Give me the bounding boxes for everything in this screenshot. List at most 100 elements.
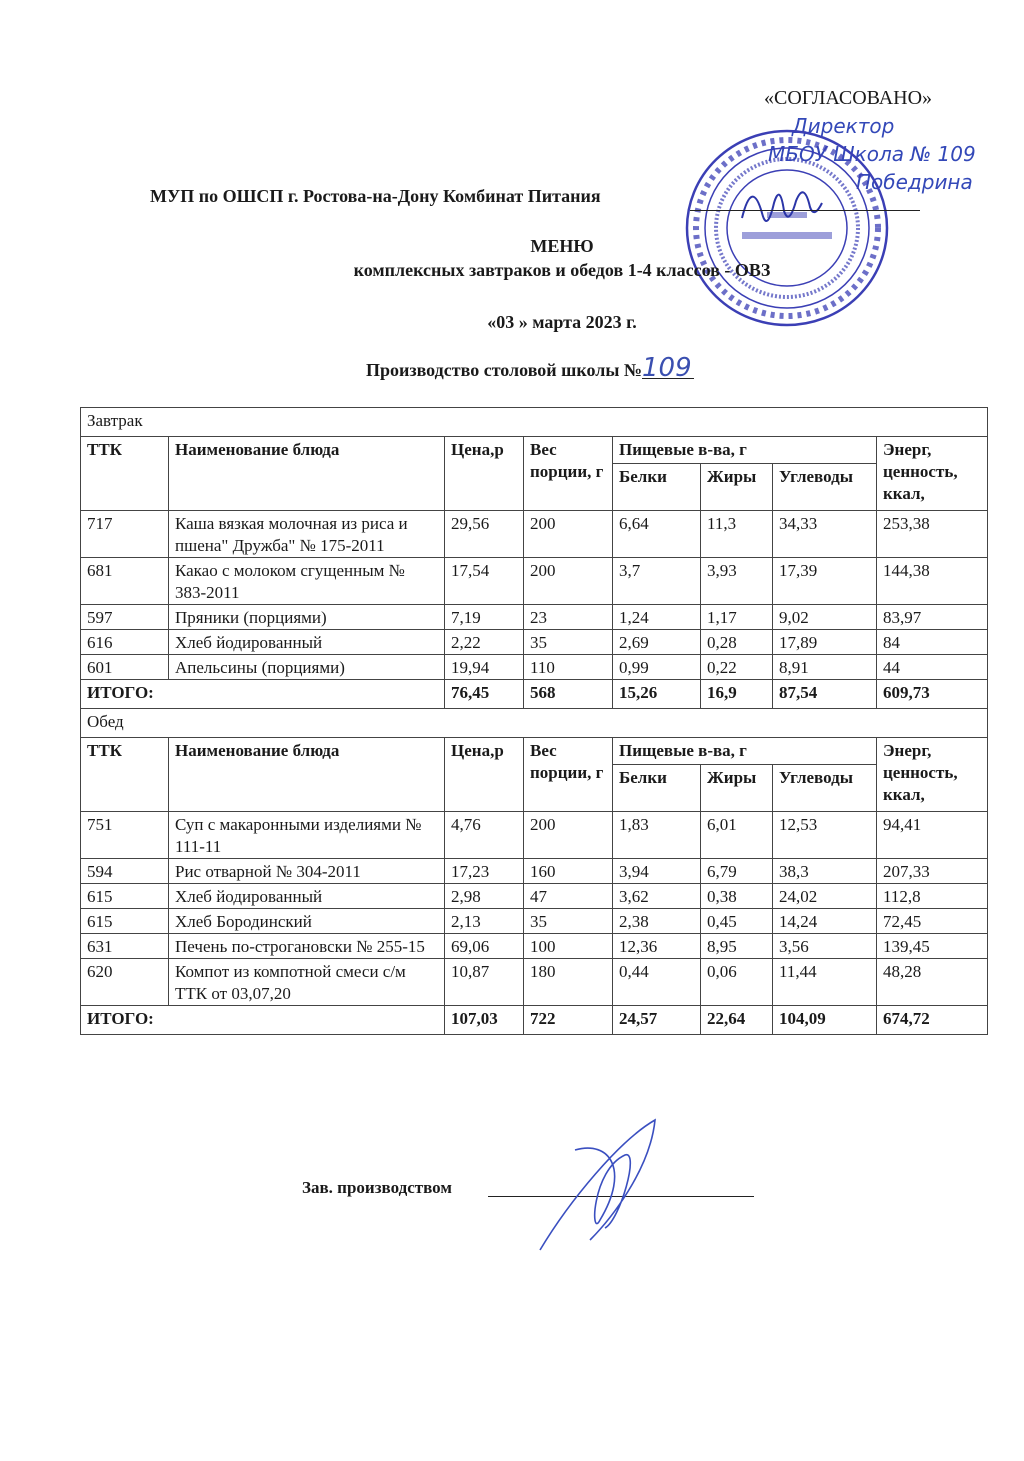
cell-energy: 139,45 — [875, 933, 989, 959]
approval-signature-line — [690, 210, 920, 211]
cell-dish-name: Суп с макаронными изделиями № 111-11 — [168, 811, 445, 859]
cell-ttk: 601 — [80, 654, 169, 680]
cell-energy: 44 — [875, 654, 989, 680]
menu-tables: Завтрак ТТК Наименование блюда Цена,р Вес по… — [79, 407, 989, 1035]
cell-dish-name: Какао с молоком сгущенным № 383-2011 — [168, 557, 445, 605]
col-ttk: ТТК — [80, 737, 169, 812]
cell-carbs: 14,24 — [772, 908, 877, 934]
cell-dish-name: Компот из компотной смеси с/м ТТК от 03,… — [168, 958, 445, 1006]
col-nutrients: Пищевые в-ва, г — [612, 737, 877, 765]
total-carbs: 104,09 — [772, 1005, 877, 1035]
total-label: ИТОГО: — [80, 679, 445, 709]
total-energy: 609,73 — [875, 679, 989, 709]
table-row: 620 Компот из компотной смеси с/м ТТК от … — [80, 958, 989, 1006]
cell-weight: 35 — [523, 908, 613, 934]
cell-price: 17,23 — [444, 858, 524, 884]
document-title: МЕНЮ — [530, 236, 594, 256]
col-weight: Вес порции, г — [523, 436, 613, 511]
total-row: ИТОГО: 76,45 568 15,26 16,9 87,54 609,73 — [80, 679, 989, 709]
school-stamp — [685, 129, 889, 327]
table-row: 681 Какао с молоком сгущенным № 383-2011 1… — [80, 557, 989, 605]
breakfast-table: Завтрак ТТК Наименование блюда Цена,р Вес по… — [79, 407, 989, 709]
menu-date: «03 » марта 2023 г. — [487, 312, 637, 332]
cell-protein: 6,64 — [612, 510, 701, 558]
cell-energy: 207,33 — [875, 858, 989, 884]
col-name: Наименование блюда — [168, 436, 445, 511]
cell-fat: 0,38 — [700, 883, 773, 909]
table-row: 601 Апельсины (порциями) 19,94 110 0,99 0,22 8… — [80, 654, 989, 680]
cell-ttk: 594 — [80, 858, 169, 884]
signature-line — [488, 1196, 754, 1197]
cell-fat: 8,95 — [700, 933, 773, 959]
cell-fat: 0,06 — [700, 958, 773, 1006]
lunch-table: Обед ТТК Наименование блюда Цена,р Вес порци… — [79, 708, 989, 1035]
cell-carbs: 11,44 — [772, 958, 877, 1006]
cell-fat: 6,79 — [700, 858, 773, 884]
cell-energy: 144,38 — [875, 557, 989, 605]
cell-dish-name: Хлеб йодированный — [168, 629, 445, 655]
col-price: Цена,р — [444, 737, 524, 812]
cell-weight: 200 — [523, 557, 613, 605]
cell-weight: 47 — [523, 883, 613, 909]
cell-price: 2,13 — [444, 908, 524, 934]
cell-price: 2,22 — [444, 629, 524, 655]
cell-protein: 2,38 — [612, 908, 701, 934]
header-row: ТТК Наименование блюда Цена,р Вес порции, г… — [80, 436, 989, 511]
total-label: ИТОГО: — [80, 1005, 445, 1035]
cell-protein: 1,83 — [612, 811, 701, 859]
total-fat: 22,64 — [700, 1005, 773, 1035]
cell-protein: 0,44 — [612, 958, 701, 1006]
total-fat: 16,9 — [700, 679, 773, 709]
table-row: 615 Хлеб Бородинский 2,13 35 2,38 0,45 14,24 72… — [80, 908, 989, 934]
cell-energy: 112,8 — [875, 883, 989, 909]
cell-ttk: 597 — [80, 604, 169, 630]
cell-dish-name: Хлеб йодированный — [168, 883, 445, 909]
signature-label: Зав. производством — [302, 1178, 452, 1197]
cell-fat: 0,22 — [700, 654, 773, 680]
cell-dish-name: Пряники (порциями) — [168, 604, 445, 630]
cell-price: 69,06 — [444, 933, 524, 959]
cell-carbs: 17,89 — [772, 629, 877, 655]
cell-ttk: 751 — [80, 811, 169, 859]
table-row: 631 Печень по-строгановски № 255-15 69,06 1… — [80, 933, 989, 959]
cell-energy: 94,41 — [875, 811, 989, 859]
cell-energy: 48,28 — [875, 958, 989, 1006]
cell-carbs: 17,39 — [772, 557, 877, 605]
cell-ttk: 616 — [80, 629, 169, 655]
handwritten-signature — [539, 1118, 656, 1251]
col-carbs: Углеводы — [772, 463, 877, 511]
cell-carbs: 24,02 — [772, 883, 877, 909]
cell-protein: 3,7 — [612, 557, 701, 605]
cell-fat: 0,45 — [700, 908, 773, 934]
cell-energy: 83,97 — [875, 604, 989, 630]
document-subtitle: комплексных завтраков и обедов 1-4 класс… — [353, 260, 771, 280]
col-energy: Энерг, ценность, ккал, — [875, 436, 989, 511]
section-row: Завтрак — [79, 407, 989, 437]
cell-fat: 11,3 — [700, 510, 773, 558]
cell-fat: 0,28 — [700, 629, 773, 655]
cell-carbs: 9,02 — [772, 604, 877, 630]
header-row: ТТК Наименование блюда Цена,р Вес порции, г… — [80, 737, 989, 812]
col-protein: Белки — [612, 463, 701, 511]
total-weight: 722 — [523, 1005, 613, 1035]
cell-energy: 72,45 — [875, 908, 989, 934]
cell-weight: 110 — [523, 654, 613, 680]
col-price: Цена,р — [444, 436, 524, 511]
production-line: Производство столовой школы №109 — [0, 355, 1024, 381]
table-row: 751 Суп с макаронными изделиями № 111-11 4… — [80, 811, 989, 859]
cell-protein: 3,94 — [612, 858, 701, 884]
col-weight: Вес порции, г — [523, 737, 613, 812]
table-row: 594 Рис отварной № 304-2011 17,23 160 3,94 6,… — [80, 858, 989, 884]
school-number-handwriting: 109 — [642, 355, 695, 381]
section-row: Обед — [79, 708, 989, 738]
total-weight: 568 — [523, 679, 613, 709]
cell-carbs: 8,91 — [772, 654, 877, 680]
col-energy: Энерг, ценность, ккал, — [875, 737, 989, 812]
col-name: Наименование блюда — [168, 737, 445, 812]
col-nutrients: Пищевые в-ва, г — [612, 436, 877, 464]
col-fat: Жиры — [700, 764, 773, 812]
cell-dish-name: Хлеб Бородинский — [168, 908, 445, 934]
cell-dish-name: Апельсины (порциями) — [168, 654, 445, 680]
cell-price: 4,76 — [444, 811, 524, 859]
approval-label: «СОГЛАСОВАНО» — [764, 87, 933, 109]
